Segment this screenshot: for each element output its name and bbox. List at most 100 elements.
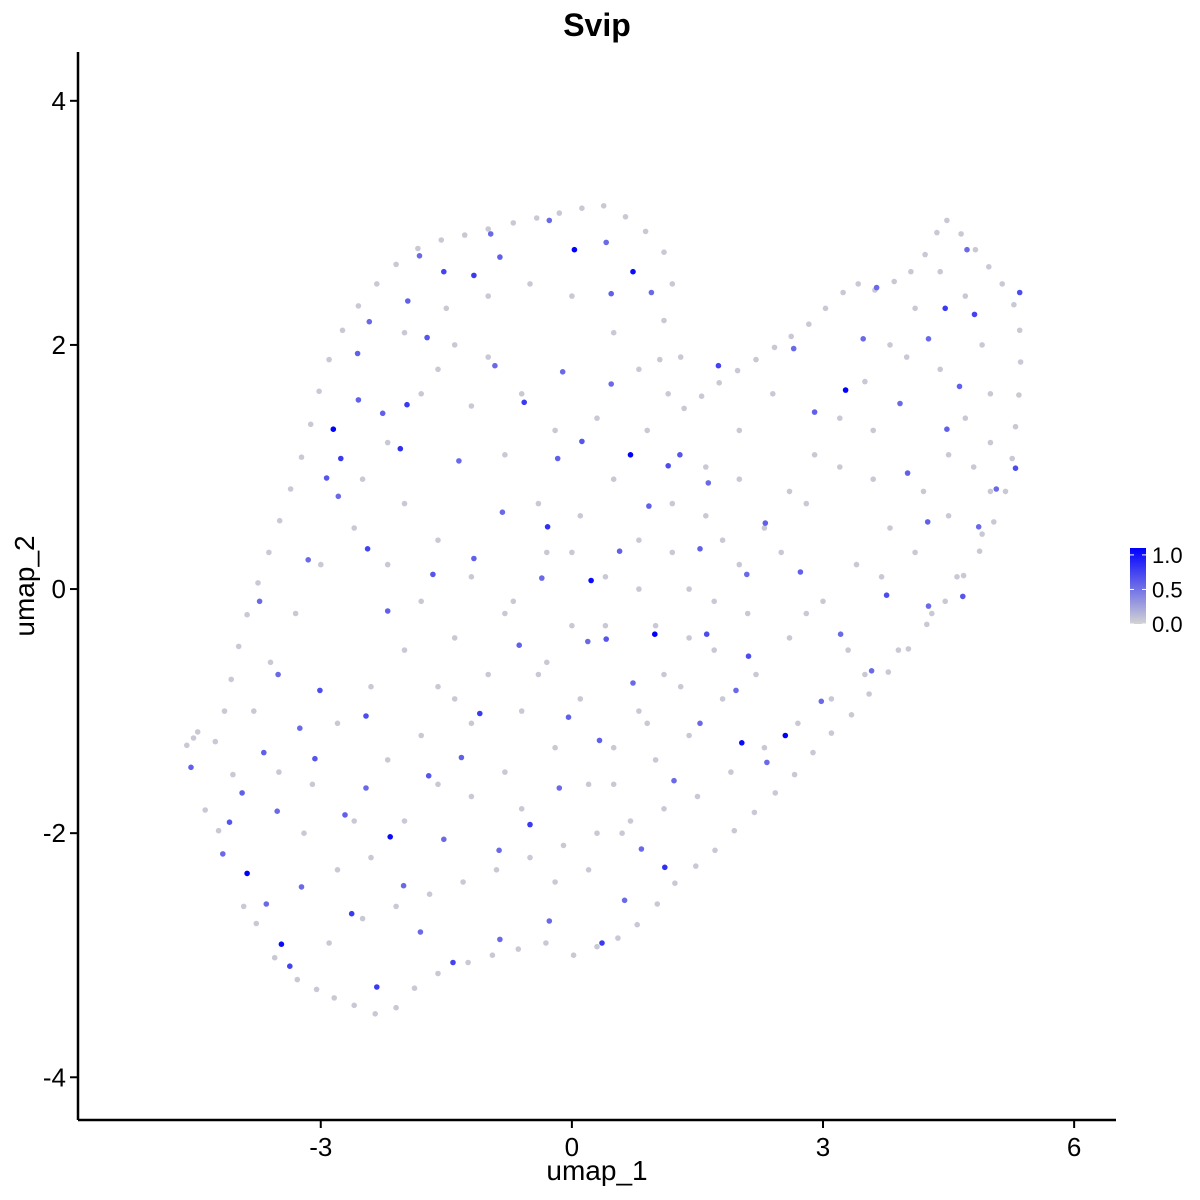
y-ticks: -4 -2 0 2 4 <box>43 86 78 1092</box>
cell-point <box>728 769 734 775</box>
cell-point <box>292 610 299 617</box>
cell-point <box>924 519 931 525</box>
cell-point <box>885 669 892 675</box>
cell-point <box>546 217 553 224</box>
cell-point <box>401 818 408 824</box>
cell-point <box>366 318 373 325</box>
cell-point <box>261 749 267 756</box>
cell-point <box>842 387 849 393</box>
cell-point <box>255 580 261 586</box>
cell-point <box>665 391 671 397</box>
cell-point <box>326 940 332 946</box>
cell-point <box>1016 392 1022 398</box>
cell-point <box>636 586 642 592</box>
cell-point <box>441 268 447 275</box>
cell-point <box>786 488 793 495</box>
cell-point <box>477 710 483 717</box>
cell-point <box>492 362 498 369</box>
cell-point <box>942 305 948 312</box>
cell-point <box>791 771 798 778</box>
cell-point <box>594 415 600 422</box>
cell-point <box>298 454 305 461</box>
cell-point <box>539 575 545 581</box>
cell-point <box>415 245 421 252</box>
cell-point <box>751 809 758 816</box>
cell-point <box>944 426 950 433</box>
cell-point <box>630 680 636 686</box>
cell-point <box>1012 465 1019 472</box>
cell-point <box>309 781 316 788</box>
cell-point <box>301 830 307 836</box>
cell-point <box>922 251 928 258</box>
cell-point <box>646 503 652 509</box>
cell-point <box>976 548 983 554</box>
cell-point <box>652 757 659 763</box>
cell-point <box>630 268 636 275</box>
cell-point <box>772 790 779 796</box>
cell-point <box>355 303 362 309</box>
cell-point <box>697 546 703 552</box>
cell-point <box>569 549 575 556</box>
cell-point <box>828 730 835 736</box>
cell-point <box>929 610 935 617</box>
cell-point <box>458 754 465 761</box>
x-ticks: -3 0 3 6 <box>309 1120 1081 1162</box>
cell-point <box>991 519 997 525</box>
cell-point <box>610 476 617 483</box>
cell-point <box>1009 455 1015 462</box>
cell-point <box>786 635 793 641</box>
cell-point <box>818 698 825 705</box>
cell-point <box>677 683 684 690</box>
x-tick-label: 0 <box>565 1132 579 1162</box>
cell-point <box>602 574 609 580</box>
cell-point <box>945 452 952 458</box>
cell-point <box>565 714 572 720</box>
cell-point <box>803 500 810 507</box>
cell-point <box>441 836 447 843</box>
cell-point <box>986 264 992 270</box>
cell-point <box>778 549 784 556</box>
cell-point <box>870 427 876 434</box>
cell-point <box>764 759 770 766</box>
cell-point <box>251 708 257 714</box>
cell-point <box>848 712 855 718</box>
cell-point <box>355 397 362 403</box>
cell-point <box>694 793 701 800</box>
cell-point <box>405 298 411 304</box>
cell-point <box>638 846 645 852</box>
cell-point <box>256 598 263 605</box>
cell-point <box>471 555 477 562</box>
cell-point <box>837 415 843 422</box>
cell-point <box>312 755 318 762</box>
cell-point <box>594 830 600 836</box>
cell-point <box>435 683 441 690</box>
cell-point <box>705 480 712 486</box>
cell-point <box>811 452 818 458</box>
cell-point <box>418 391 425 397</box>
cell-point <box>744 610 751 617</box>
cell-point <box>753 671 759 678</box>
cell-point <box>569 622 575 629</box>
cell-point <box>1017 359 1024 365</box>
cell-point <box>716 380 722 386</box>
cell-point <box>228 676 234 683</box>
cell-point <box>351 818 358 824</box>
cell-point <box>912 305 918 312</box>
cell-point <box>803 610 810 617</box>
cell-point <box>451 635 458 641</box>
cell-point <box>451 696 458 702</box>
cell-point <box>401 329 408 336</box>
cell-point <box>215 827 222 834</box>
cell-point <box>411 985 418 991</box>
cell-point <box>443 305 450 312</box>
cell-point <box>313 986 320 993</box>
colorbar-tick-label: 0.0 <box>1152 612 1183 637</box>
cell-point <box>962 415 969 422</box>
cell-point <box>317 687 323 694</box>
cell-point <box>569 293 575 299</box>
y-tick-label: -2 <box>43 818 66 848</box>
cell-point <box>393 903 399 910</box>
cell-point <box>544 659 550 666</box>
cell-point <box>840 289 846 296</box>
cell-point <box>335 493 342 500</box>
